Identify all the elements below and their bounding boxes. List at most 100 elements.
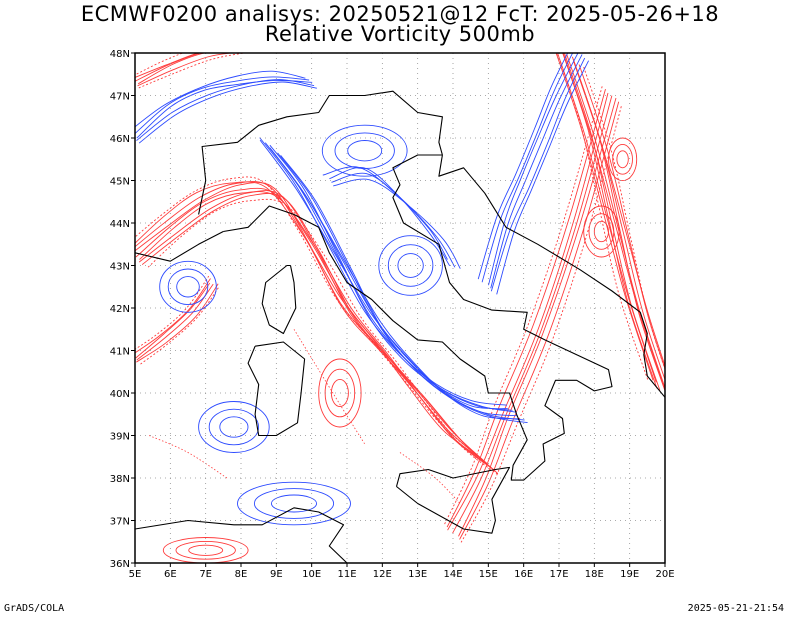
negative-vorticity-closed-contour — [159, 260, 217, 313]
positive-vorticity-contour — [135, 53, 202, 82]
positive-vorticity-closed-contour — [175, 540, 236, 560]
positive-vorticity-contour — [555, 53, 654, 381]
latitude-label: 42N — [110, 304, 130, 315]
zero-vorticity-contour — [148, 435, 228, 479]
negative-vorticity-contour — [138, 81, 317, 144]
longitude-label: 18E — [585, 569, 604, 580]
malta-coastline — [464, 565, 475, 569]
negative-vorticity-closed-contour — [387, 244, 434, 287]
latitude-label: 37N — [110, 517, 130, 528]
positive-vorticity-contour — [578, 64, 665, 371]
positive-vorticity-contour — [459, 101, 620, 540]
positive-vorticity-contour — [452, 95, 613, 534]
contour-layer — [135, 53, 665, 563]
negative-vorticity-closed-contour — [378, 235, 443, 296]
positive-vorticity-contour — [135, 181, 488, 465]
positive-vorticity-contour — [135, 176, 478, 456]
longitude-label: 13E — [408, 569, 427, 580]
negative-vorticity-closed-contour — [347, 140, 383, 162]
positive-vorticity-contour — [571, 56, 665, 393]
positive-vorticity-closed-contour — [608, 137, 638, 182]
sardinia-coastline — [247, 341, 306, 437]
map-title: ECMWF0200 analisys: 20250521@12 FcT: 202… — [80, 2, 720, 26]
latitude-label: 36N — [110, 559, 130, 570]
positive-vorticity-closed-contour — [612, 143, 633, 175]
positive-vorticity-contour — [566, 54, 665, 390]
zero-vorticity-contour — [293, 329, 366, 445]
longitude-label: 6E — [164, 569, 177, 580]
positive-vorticity-contour — [572, 59, 665, 381]
latitude-label: 43N — [110, 262, 130, 273]
negative-vorticity-contour — [331, 172, 456, 268]
sicily-coastline — [395, 466, 511, 534]
negative-vorticity-contour — [135, 76, 310, 135]
negative-vorticity-contour — [481, 53, 574, 283]
longitude-label: 16E — [514, 569, 533, 580]
latitude-label: 38N — [110, 474, 130, 485]
negative-vorticity-contour — [135, 70, 306, 128]
positive-vorticity-contour — [141, 192, 499, 474]
positive-vorticity-contour — [137, 53, 207, 85]
latitude-label: 40N — [110, 389, 130, 400]
latitude-label: 48N — [110, 49, 130, 60]
africa-coast-coastline — [135, 507, 348, 563]
negative-vorticity-contour — [277, 152, 525, 421]
positive-vorticity-contour — [135, 282, 211, 359]
latitude-label: 41N — [110, 347, 130, 358]
positive-vorticity-contour — [562, 53, 665, 390]
longitude-labels: 5E 6E 7E 8E 9E 10E 11E 12E 13E 14E 15E 16E 17E 18E 19E… — [129, 563, 675, 580]
negative-vorticity-closed-contour — [167, 268, 209, 306]
negative-vorticity-closed-contour — [208, 408, 260, 446]
negative-vorticity-contour — [477, 53, 569, 280]
negative-vorticity-contour — [136, 79, 315, 141]
map-subtitle: Relative Vorticity 500mb — [264, 22, 536, 46]
latitude-label: 46N — [110, 134, 130, 145]
negative-vorticity-contour — [488, 53, 579, 286]
balkan-coast-coastline — [438, 154, 665, 398]
negative-vorticity-contour — [333, 178, 461, 269]
positive-vorticity-contour — [135, 275, 210, 350]
positive-vorticity-closed-contour — [318, 358, 362, 428]
longitude-label: 11E — [337, 569, 356, 580]
negative-vorticity-contour — [136, 79, 313, 139]
positive-vorticity-closed-contour — [588, 213, 615, 250]
positive-vorticity-closed-contour — [162, 537, 249, 563]
longitude-label: 14E — [443, 569, 462, 580]
zero-vorticity-contour — [399, 452, 461, 504]
negative-vorticity-contour — [269, 144, 517, 413]
positive-vorticity-closed-contour — [583, 205, 620, 258]
positive-vorticity-contour — [460, 105, 623, 543]
corsica-coastline — [261, 264, 297, 335]
latitude-labels: 36N 37N 38N 39N 40N 41N 42N 43N 44N 45N 46N 47N 48N — [110, 49, 135, 570]
longitude-label: 17E — [549, 569, 568, 580]
positive-vorticity-contour — [135, 278, 211, 354]
negative-vorticity-contour — [280, 155, 528, 424]
longitude-label: 15E — [479, 569, 498, 580]
positive-vorticity-closed-contour — [188, 544, 224, 556]
coastline-layer — [135, 90, 665, 569]
software-credit: GrADS/COLA — [4, 603, 65, 614]
positive-vorticity-closed-contour — [330, 378, 349, 408]
latitude-label: 44N — [110, 219, 130, 230]
france-coast-coastline — [135, 231, 224, 262]
positive-vorticity-contour — [563, 53, 661, 391]
positive-vorticity-contour — [557, 53, 657, 383]
negative-vorticity-contour — [496, 60, 590, 295]
negative-vorticity-closed-contour — [334, 132, 395, 169]
positive-vorticity-contour — [446, 88, 606, 528]
positive-vorticity-contour — [136, 283, 214, 361]
negative-vorticity-closed-contour — [270, 494, 318, 513]
negative-vorticity-contour — [264, 142, 513, 411]
negative-vorticity-contour — [490, 57, 586, 292]
negative-vorticity-closed-contour — [198, 401, 270, 453]
positive-vorticity-contour — [137, 53, 234, 87]
longitude-label: 7E — [199, 569, 212, 580]
longitude-label: 9E — [270, 569, 283, 580]
negative-vorticity-closed-contour — [237, 481, 351, 526]
longitude-label: 12E — [373, 569, 392, 580]
negative-vorticity-closed-contour — [253, 488, 335, 519]
negative-vorticity-closed-contour — [321, 124, 408, 177]
negative-vorticity-closed-contour — [176, 276, 200, 298]
render-timestamp: 2025-05-21-21:54 — [687, 603, 784, 614]
positive-vorticity-contour — [447, 92, 609, 531]
